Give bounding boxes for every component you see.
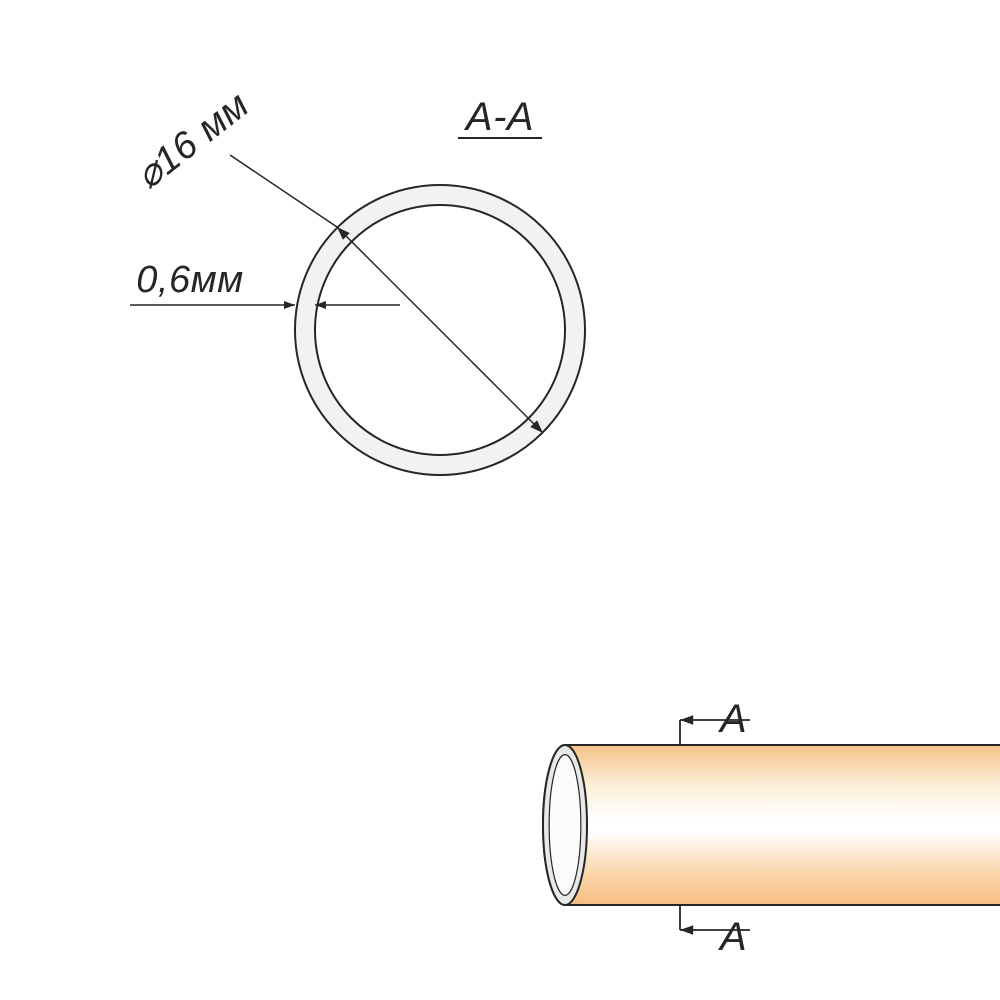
arrowhead — [680, 925, 693, 935]
dim-leader — [230, 155, 337, 227]
arrowhead — [680, 715, 693, 725]
arrowhead — [284, 301, 295, 309]
section-marker-top-label: А — [718, 697, 747, 741]
tube-body — [543, 745, 1000, 905]
tube-bore-ellipse — [549, 755, 581, 896]
thickness-label: 0,6мм — [136, 259, 243, 301]
section-marker-bottom-label: А — [718, 915, 747, 959]
technical-drawing: А-А⌀16 мм0,6ммАА — [0, 0, 1000, 1000]
cross-section: А-А — [295, 95, 585, 475]
section-title: А-А — [464, 95, 534, 139]
diameter-label: ⌀16 мм — [128, 84, 257, 198]
tube-side-view: АА — [543, 697, 1000, 959]
